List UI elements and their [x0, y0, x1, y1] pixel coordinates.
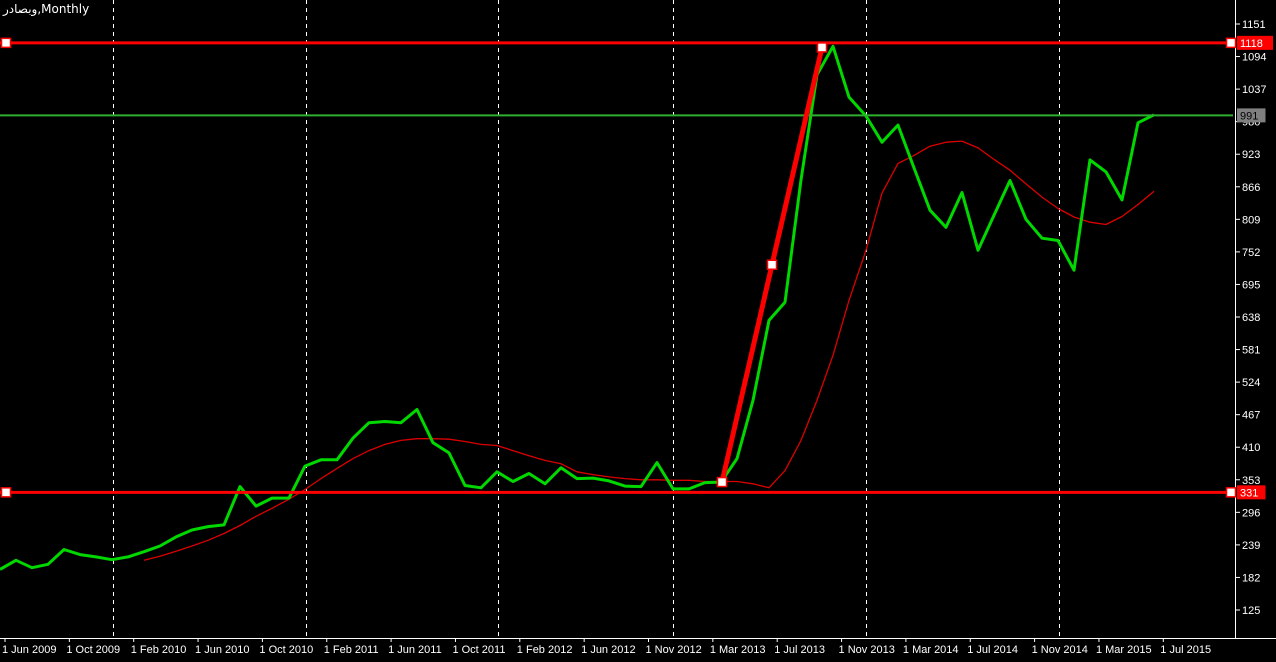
x-axis-label: 1 Oct 2011 [452, 644, 505, 656]
trend-line-handle[interactable] [766, 259, 778, 270]
y-axis-label: 353 [1242, 475, 1260, 487]
x-axis-label: 1 Oct 2009 [66, 644, 120, 656]
y-axis-label: 581 [1242, 345, 1260, 357]
line-handle[interactable] [1225, 487, 1237, 498]
x-axis-label: 1 Feb 2010 [131, 644, 187, 656]
chart-title: وبصادر,Monthly [3, 2, 90, 16]
y-axis-label: 524 [1242, 377, 1260, 389]
y-axis-label: 1151 [1242, 19, 1266, 31]
x-axis-label: 1 Jul 2015 [1160, 644, 1211, 656]
y-axis-label: 695 [1242, 279, 1260, 291]
y-axis-label: 125 [1242, 605, 1260, 617]
x-axis-label: 1 Feb 2012 [517, 644, 573, 656]
price-line [0, 44, 1155, 571]
x-axis-label: 1 Jun 2009 [2, 644, 56, 656]
y-axis-label: 1094 [1242, 52, 1266, 64]
y-axis-label: 923 [1242, 149, 1260, 161]
line-handle[interactable] [0, 487, 12, 498]
moving-average-line [143, 140, 1155, 561]
trend-line-handle[interactable] [716, 476, 728, 488]
y-axis-label: 182 [1242, 572, 1260, 584]
x-axis-label: 1 Feb 2011 [324, 644, 379, 656]
y-axis-label: 752 [1242, 247, 1260, 259]
x-axis-label: 1 Nov 2014 [1032, 644, 1088, 656]
x-axis-label: 1 Mar 2013 [710, 644, 766, 656]
y-axis-label: 638 [1242, 312, 1260, 324]
y-axis-label: 809 [1242, 214, 1260, 226]
x-axis-label: 1 Mar 2015 [1096, 644, 1152, 656]
x-axis-label: 1 Nov 2013 [839, 644, 895, 656]
line-handle[interactable] [0, 37, 12, 49]
price-badge-label: 991 [1240, 110, 1258, 122]
price-badge-label: 331 [1240, 487, 1258, 499]
price-badge-1118 [1237, 35, 1273, 50]
y-axis-label: 296 [1242, 507, 1260, 519]
x-axis-label: 1 Mar 2014 [903, 644, 959, 656]
y-axis-label: 980 [1242, 117, 1260, 129]
price-badge-label: 1118 [1240, 38, 1263, 50]
price-badge-331 [1237, 485, 1266, 500]
y-axis-label: 239 [1242, 540, 1260, 552]
x-axis-label: 1 Jun 2011 [388, 644, 442, 656]
x-axis-label: 1 Jun 2010 [195, 644, 249, 656]
y-axis-label: 866 [1242, 182, 1260, 194]
price-badge-991 [1237, 108, 1266, 123]
y-axis-label: 1037 [1242, 84, 1266, 96]
y-axis-label: 410 [1242, 442, 1260, 454]
x-axis-label: 1 Oct 2010 [259, 644, 313, 656]
y-axis-label: 467 [1242, 410, 1260, 422]
line-handle[interactable] [1225, 37, 1237, 49]
x-axis-label: 1 Nov 2012 [646, 644, 702, 656]
x-axis-label: 1 Jul 2013 [774, 644, 825, 656]
x-axis-label: 1 Jun 2012 [581, 644, 635, 656]
trend-line-handle[interactable] [816, 42, 828, 53]
x-axis-label: 1 Jul 2014 [967, 644, 1018, 656]
